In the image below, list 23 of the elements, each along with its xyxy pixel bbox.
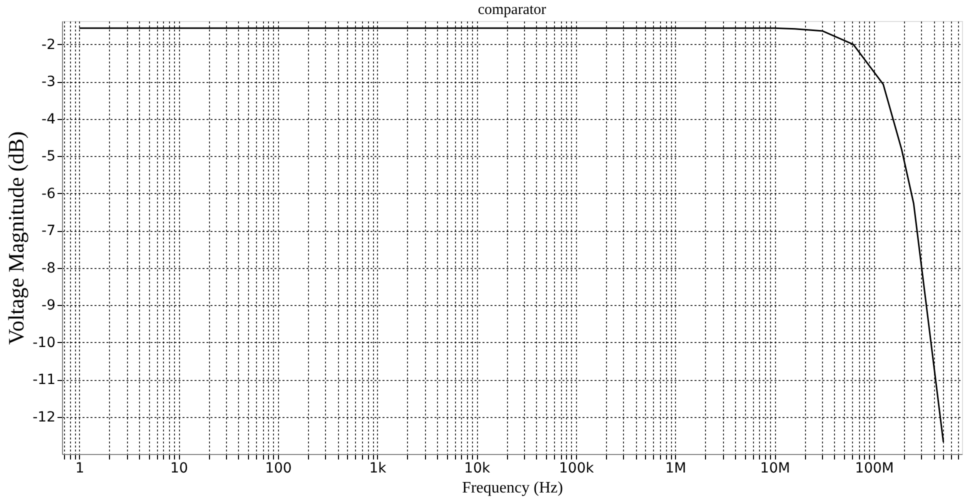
y-tick-label: -2	[42, 36, 56, 53]
x-tick-label: 10	[170, 460, 188, 476]
x-axis-title: Frequency (Hz)	[462, 480, 563, 496]
x-tick-label: 10M	[760, 460, 790, 476]
y-axis-title: Voltage Magnitude (dB)	[4, 131, 29, 345]
y-tick-label: -9	[42, 298, 56, 314]
x-tick-label: 1	[75, 460, 84, 476]
x-tick-label: 100k	[559, 460, 595, 476]
y-tick-label: -5	[42, 148, 56, 165]
x-tick-label: 1M	[665, 460, 686, 476]
y-tick-label: -6	[42, 186, 56, 202]
y-tick-label: -8	[42, 260, 56, 276]
x-tick-label: 1k	[369, 460, 388, 476]
x-tick-label: 100	[265, 460, 292, 476]
y-tick-label: -7	[42, 223, 56, 240]
chart-title: comparator	[478, 2, 546, 18]
y-tick-label: -12	[32, 409, 56, 426]
y-tick-label: -4	[42, 111, 56, 128]
y-tick-label: -11	[32, 372, 56, 388]
y-tick-label: -3	[42, 74, 56, 90]
x-tick-label: 100M	[855, 460, 894, 476]
y-tick-label: -10	[32, 334, 56, 351]
x-tick-label: 10k	[464, 460, 491, 476]
